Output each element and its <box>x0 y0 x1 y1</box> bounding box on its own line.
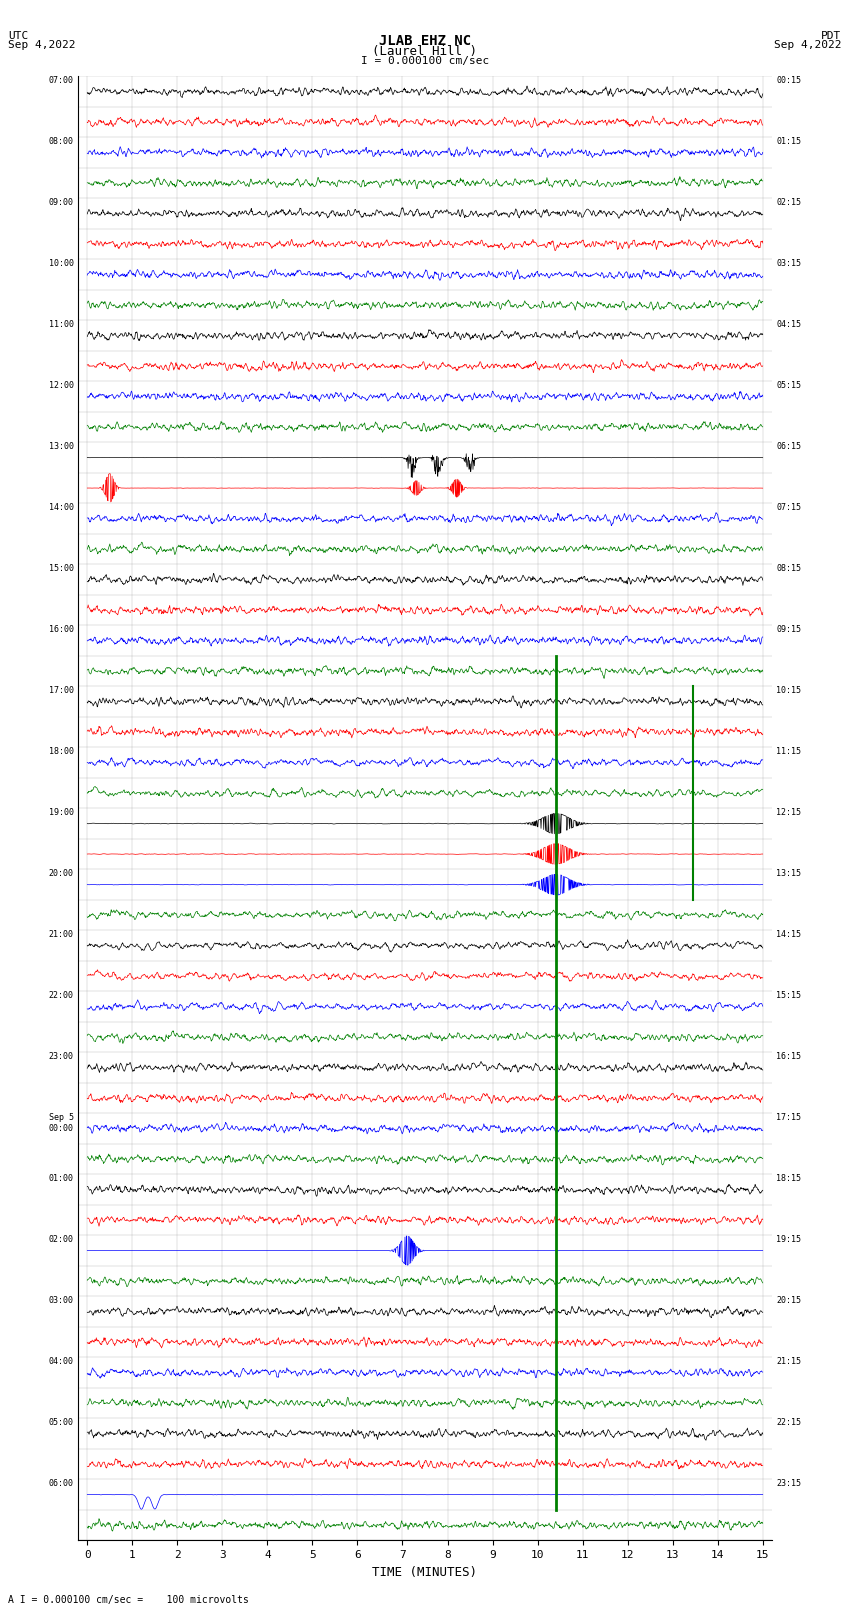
Text: 18:15: 18:15 <box>776 1174 802 1184</box>
Text: (Laurel Hill ): (Laurel Hill ) <box>372 45 478 58</box>
Text: A I = 0.000100 cm/sec =    100 microvolts: A I = 0.000100 cm/sec = 100 microvolts <box>8 1595 249 1605</box>
Text: 19:00: 19:00 <box>48 808 74 818</box>
Text: 20:00: 20:00 <box>48 869 74 879</box>
Text: 14:00: 14:00 <box>48 503 74 513</box>
Text: 21:00: 21:00 <box>48 931 74 939</box>
Text: 17:00: 17:00 <box>48 686 74 695</box>
Text: JLAB EHZ NC: JLAB EHZ NC <box>379 34 471 48</box>
Text: PDT: PDT <box>821 31 842 40</box>
Text: 01:00: 01:00 <box>48 1174 74 1184</box>
Text: 16:00: 16:00 <box>48 626 74 634</box>
Text: 12:15: 12:15 <box>776 808 802 818</box>
Text: 04:00: 04:00 <box>48 1358 74 1366</box>
Text: 15:00: 15:00 <box>48 565 74 573</box>
Text: 08:15: 08:15 <box>776 565 802 573</box>
Text: 14:15: 14:15 <box>776 931 802 939</box>
Text: 11:15: 11:15 <box>776 747 802 756</box>
Text: 06:00: 06:00 <box>48 1479 74 1489</box>
Text: 05:00: 05:00 <box>48 1418 74 1428</box>
Text: 23:15: 23:15 <box>776 1479 802 1489</box>
Text: 02:15: 02:15 <box>776 198 802 208</box>
Text: 10:00: 10:00 <box>48 260 74 268</box>
Text: 20:15: 20:15 <box>776 1297 802 1305</box>
Text: 07:00: 07:00 <box>48 76 74 85</box>
Text: 13:15: 13:15 <box>776 869 802 879</box>
Text: 22:00: 22:00 <box>48 992 74 1000</box>
Text: 23:00: 23:00 <box>48 1052 74 1061</box>
Text: 19:15: 19:15 <box>776 1236 802 1244</box>
Text: 06:15: 06:15 <box>776 442 802 452</box>
Text: 09:15: 09:15 <box>776 626 802 634</box>
Text: 21:15: 21:15 <box>776 1358 802 1366</box>
Text: 04:15: 04:15 <box>776 321 802 329</box>
Text: 15:15: 15:15 <box>776 992 802 1000</box>
Text: Sep 4,2022: Sep 4,2022 <box>8 40 76 50</box>
Text: 03:00: 03:00 <box>48 1297 74 1305</box>
Text: 05:15: 05:15 <box>776 381 802 390</box>
Text: Sep 4,2022: Sep 4,2022 <box>774 40 842 50</box>
Text: 17:15: 17:15 <box>776 1113 802 1123</box>
Text: 02:00: 02:00 <box>48 1236 74 1244</box>
Text: 03:15: 03:15 <box>776 260 802 268</box>
Text: 16:15: 16:15 <box>776 1052 802 1061</box>
Text: 11:00: 11:00 <box>48 321 74 329</box>
Text: Sep 5
00:00: Sep 5 00:00 <box>48 1113 74 1132</box>
Text: 00:15: 00:15 <box>776 76 802 85</box>
Text: 13:00: 13:00 <box>48 442 74 452</box>
Text: 08:00: 08:00 <box>48 137 74 147</box>
Text: 12:00: 12:00 <box>48 381 74 390</box>
Text: UTC: UTC <box>8 31 29 40</box>
Text: 10:15: 10:15 <box>776 686 802 695</box>
Text: 01:15: 01:15 <box>776 137 802 147</box>
Text: 22:15: 22:15 <box>776 1418 802 1428</box>
Text: 07:15: 07:15 <box>776 503 802 513</box>
X-axis label: TIME (MINUTES): TIME (MINUTES) <box>372 1566 478 1579</box>
Text: I = 0.000100 cm/sec: I = 0.000100 cm/sec <box>361 56 489 66</box>
Text: 09:00: 09:00 <box>48 198 74 208</box>
Text: 18:00: 18:00 <box>48 747 74 756</box>
